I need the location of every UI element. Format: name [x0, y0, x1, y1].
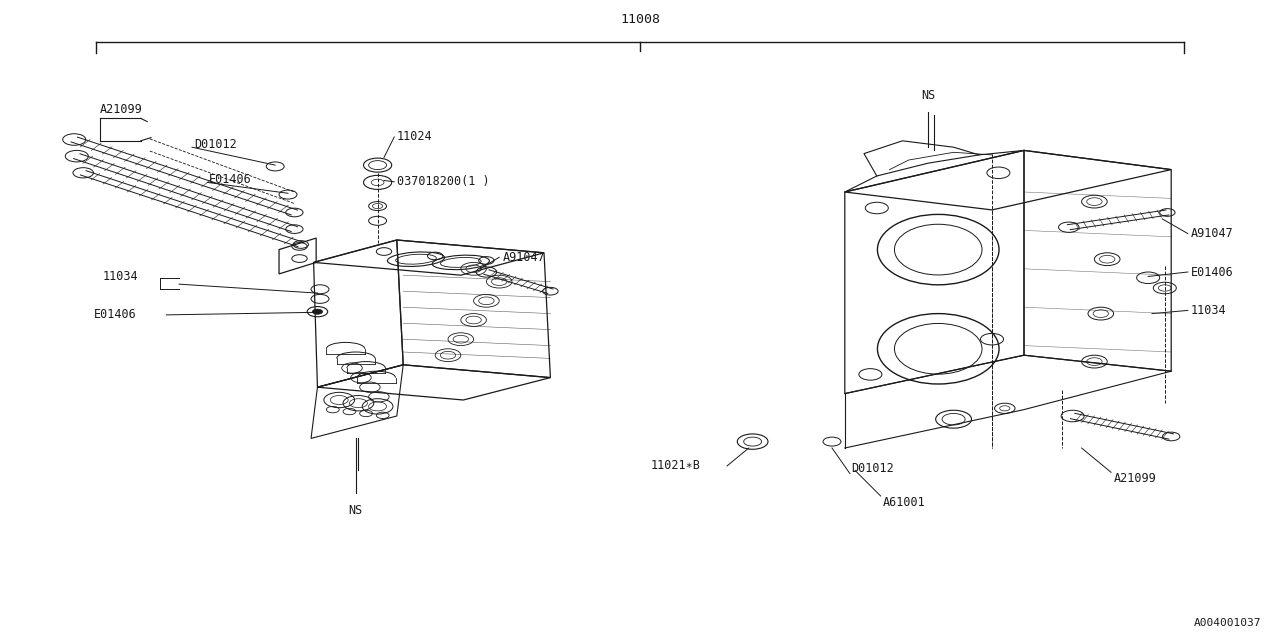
Text: 11008: 11008: [620, 13, 660, 26]
Text: E01406: E01406: [209, 173, 251, 186]
Text: D01012: D01012: [195, 138, 237, 150]
Text: D01012: D01012: [851, 462, 893, 475]
Text: A21099: A21099: [1114, 472, 1156, 485]
Text: 11034: 11034: [1190, 304, 1226, 317]
Text: 11021∗B: 11021∗B: [650, 460, 700, 472]
Text: A61001: A61001: [883, 496, 925, 509]
Text: 037018200(1 ): 037018200(1 ): [397, 175, 489, 188]
Text: 11024: 11024: [397, 131, 433, 143]
Text: E01406: E01406: [93, 308, 136, 321]
Text: NS: NS: [348, 504, 364, 516]
Text: A91047: A91047: [1190, 227, 1233, 240]
Text: A21099: A21099: [100, 104, 142, 116]
Text: A004001037: A004001037: [1193, 618, 1261, 628]
Text: 11034: 11034: [102, 270, 138, 283]
Text: E01406: E01406: [1190, 266, 1233, 278]
Circle shape: [312, 309, 323, 314]
Text: NS: NS: [920, 90, 936, 102]
Text: A91047: A91047: [503, 251, 545, 264]
